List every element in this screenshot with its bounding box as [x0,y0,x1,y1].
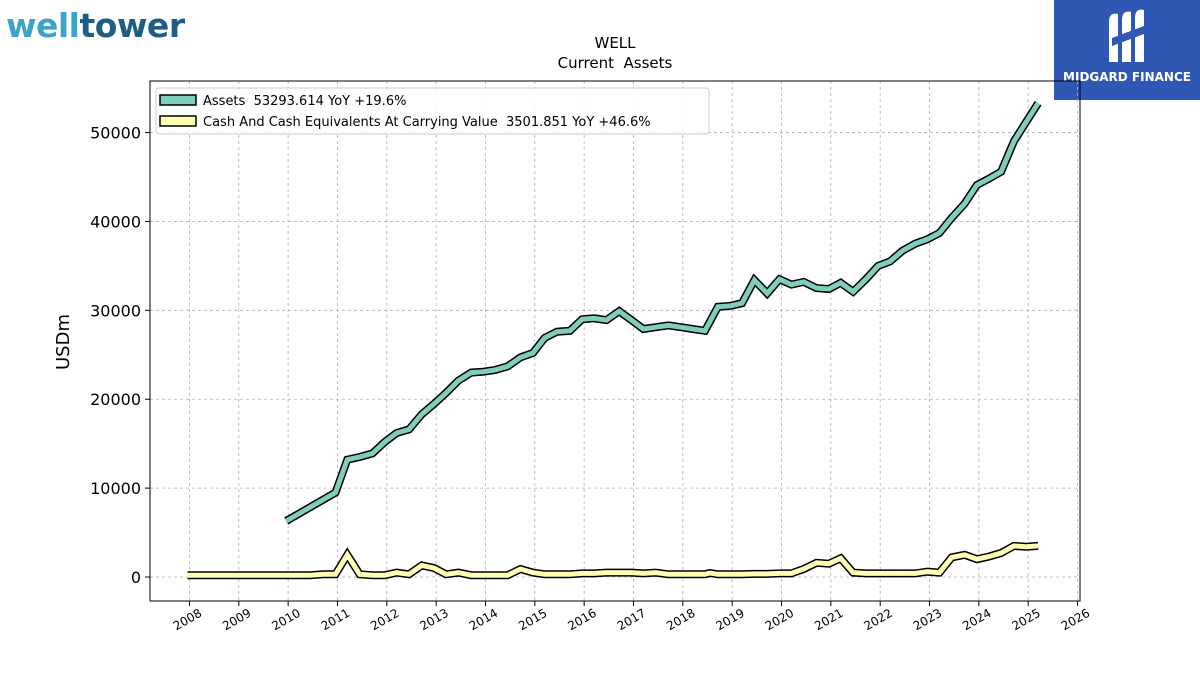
logo-text-part2: tower [79,6,186,45]
chart-subtitle: Current Assets [558,54,673,72]
x-tick-label: 2023 [911,606,944,633]
x-tick-label: 2018 [664,606,697,633]
x-tick-label: 2019 [713,606,746,633]
midgard-m-icon [1109,9,1144,62]
y-tick-label: 20000 [90,390,141,409]
midgard-finance-logo: MIDGARD FINANCE [1054,0,1200,100]
logo-text-part1: well [6,6,80,45]
legend-label-1: Cash And Cash Equivalents At Carrying Va… [203,115,651,130]
x-tick-label: 2009 [220,606,253,633]
plot-frame [149,80,1081,602]
y-tick-label: 0 [131,568,141,587]
series-outline-0 [284,101,1042,525]
legend-label-0: Assets 53293.614 YoY +19.6% [203,94,406,109]
x-tick-label: 2012 [368,606,401,633]
series-layer [187,101,1042,580]
y-tick-label: 30000 [90,301,141,320]
x-tick-label: 2020 [763,606,796,633]
legend-swatch-1 [159,115,197,127]
legend-box [155,87,710,135]
legend-swatch-0 [159,94,197,106]
x-tick-label: 2008 [171,606,204,633]
y-tick-label: 50000 [90,124,141,143]
x-axis: 2008 2009 2010 2011 2012 2013 2014 2015 2016 2017… [171,601,1092,633]
y-axis-label: USDm [53,314,74,370]
x-tick-label: 2015 [516,606,549,633]
x-tick-label: 2016 [565,606,598,633]
x-tick-label: 2025 [1009,606,1042,633]
x-tick-label: 2010 [269,606,302,633]
series-line-0 [284,101,1041,524]
x-tick-label: 2014 [467,606,500,633]
x-tick-label: 2017 [615,606,648,633]
x-tick-label: 2013 [417,606,450,633]
x-tick-label: 2026 [1059,606,1092,633]
welltower-logo: welltower [6,6,185,45]
x-tick-label: 2024 [960,606,993,633]
publisher-name: MIDGARD FINANCE [1063,70,1191,84]
series-line-1 [187,543,1039,578]
x-tick-label: 2022 [861,606,894,633]
x-tick-label: 2011 [319,606,352,633]
y-tick-label: 40000 [90,212,141,231]
x-tick-label: 2021 [812,606,845,633]
chart-title: WELL [594,34,636,52]
legend: Assets 53293.614 YoY +19.6% Cash And Cash… [155,87,710,135]
y-tick-label: 10000 [90,479,141,498]
y-axis: 0 10000 20000 30000 40000 50000 [90,124,150,587]
